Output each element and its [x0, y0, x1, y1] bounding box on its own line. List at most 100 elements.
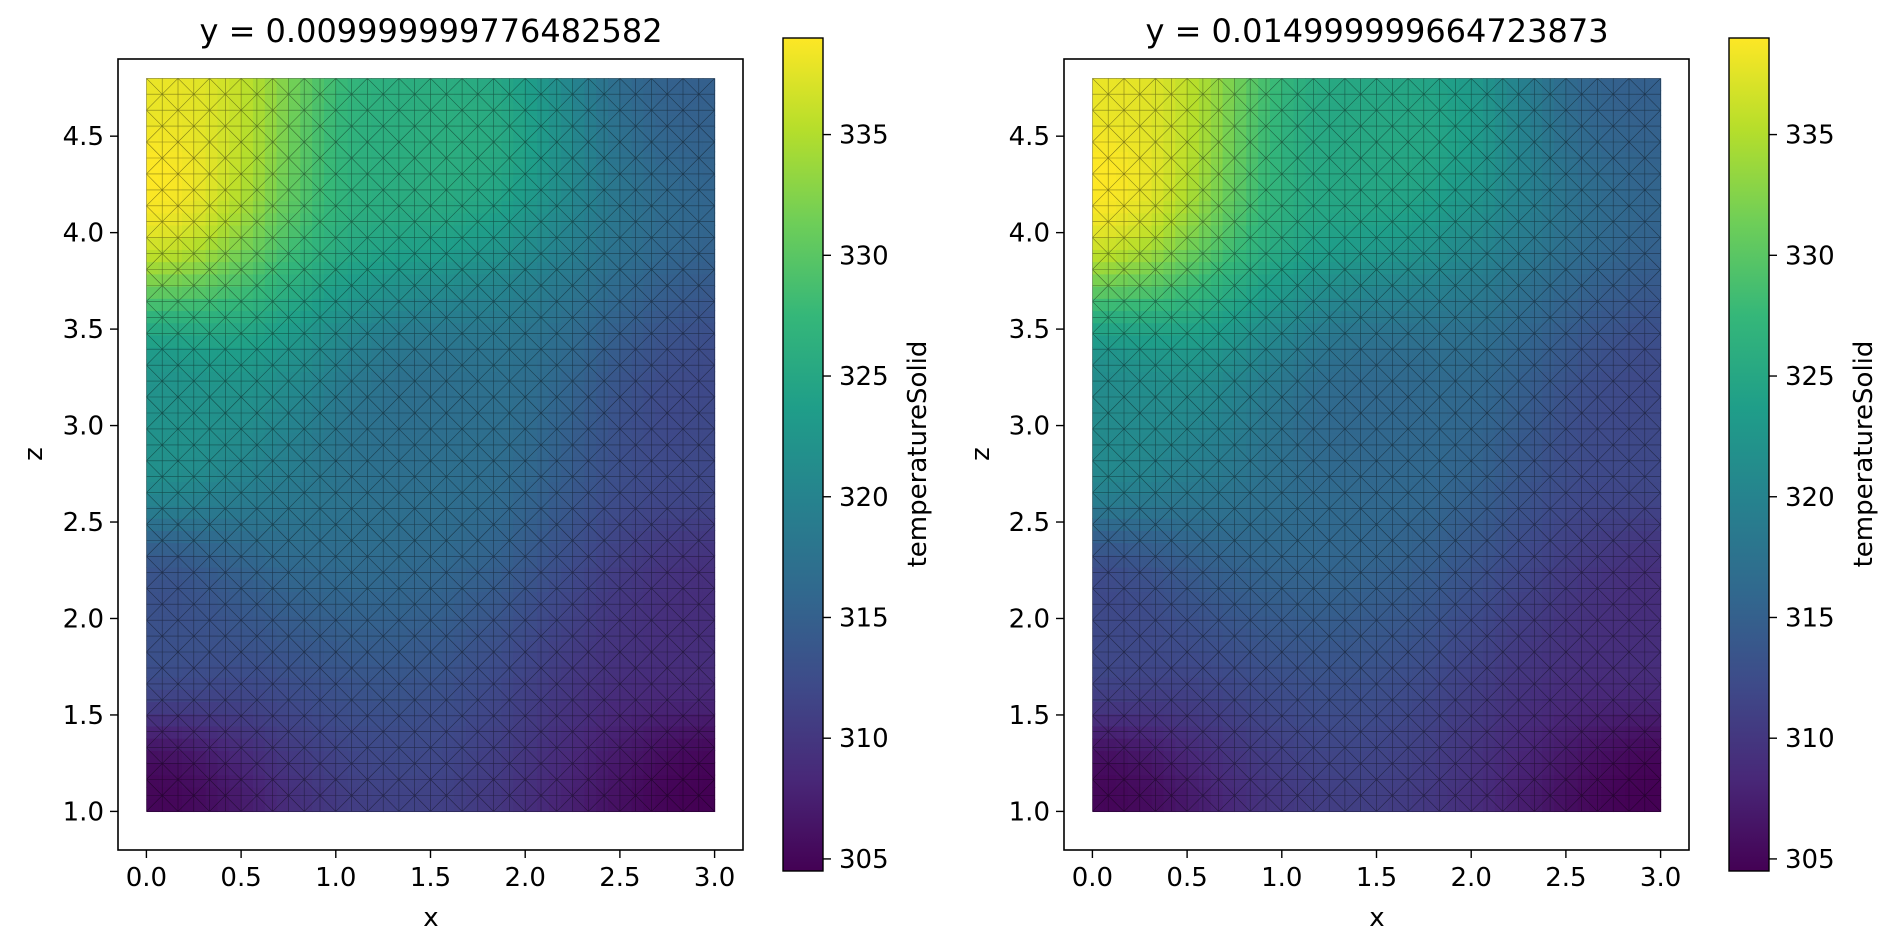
- heat-cell: [572, 432, 585, 446]
- heat-cell: [1116, 786, 1129, 800]
- heat-cell: [1281, 530, 1295, 544]
- heat-cell: [690, 628, 704, 641]
- heat-cell: [1388, 383, 1401, 397]
- heat-cell: [537, 579, 550, 593]
- heat-cell: [1175, 176, 1188, 189]
- heat-cell: [181, 652, 195, 666]
- heat-cell: [181, 249, 195, 263]
- heat-cell: [584, 200, 597, 214]
- heat-cell: [655, 615, 668, 629]
- heat-cell: [371, 127, 384, 140]
- heat-cell: [631, 249, 645, 263]
- heat-cell: [1116, 249, 1129, 263]
- heat-cell: [1163, 163, 1176, 177]
- heat-cell: [1269, 713, 1283, 727]
- heat-cell: [1483, 738, 1496, 751]
- heat-cell: [383, 78, 396, 92]
- heat-cell: [643, 322, 657, 336]
- heat-cell: [1423, 738, 1437, 751]
- heat-cell: [702, 371, 716, 385]
- heat-cell: [229, 224, 242, 238]
- heat-cell: [205, 212, 219, 226]
- heat-cell: [501, 420, 514, 434]
- heat-cell: [1376, 347, 1389, 360]
- heat-cell: [359, 176, 372, 189]
- heat-cell: [489, 151, 503, 165]
- heat-cell: [1281, 78, 1295, 92]
- heat-cell: [252, 615, 266, 629]
- heat-cell: [1447, 90, 1460, 104]
- heat-cell: [608, 114, 621, 128]
- heat-cell: [158, 628, 171, 641]
- heat-cell: [466, 114, 479, 128]
- heat-cell: [1281, 640, 1295, 654]
- heat-cell: [1435, 469, 1449, 483]
- heat-cell: [1412, 224, 1425, 238]
- heat-cell: [489, 90, 503, 104]
- heat-cell: [1281, 371, 1295, 385]
- heat-cell: [1198, 530, 1212, 544]
- heat-cell: [217, 139, 230, 153]
- heat-cell: [264, 530, 278, 544]
- heat-cell: [1423, 677, 1437, 690]
- heat-cell: [560, 628, 574, 641]
- heat-cell: [679, 383, 692, 397]
- heat-cell: [1104, 677, 1117, 690]
- heat-cell: [312, 457, 325, 470]
- heat-cell: [1269, 273, 1283, 287]
- heat-cell: [1364, 481, 1378, 495]
- heat-cell: [158, 677, 171, 690]
- heat-cell: [1187, 322, 1200, 336]
- heat-cell: [394, 713, 408, 727]
- heat-cell: [690, 273, 704, 287]
- heat-cell: [1447, 652, 1460, 666]
- heat-cell: [1269, 481, 1283, 495]
- heat-cell: [584, 640, 597, 654]
- heat-cell: [1269, 139, 1283, 153]
- heat-cell: [466, 127, 479, 140]
- heat-cell: [690, 786, 704, 800]
- heat-cell: [1187, 762, 1200, 776]
- heat-cell: [1175, 469, 1188, 483]
- heat-cell: [1412, 542, 1425, 556]
- heat-cell: [1435, 273, 1449, 287]
- heat-cell: [300, 127, 313, 140]
- heat-cell: [1364, 518, 1378, 531]
- heat-cell: [1246, 713, 1259, 727]
- heat-cell: [631, 322, 645, 336]
- heat-cell: [513, 78, 526, 92]
- heat-cell: [1376, 689, 1389, 703]
- heat-cell: [1352, 127, 1366, 140]
- heat-cell: [406, 163, 420, 177]
- heat-cell: [1104, 725, 1117, 739]
- heat-cell: [560, 163, 574, 177]
- heat-cell: [312, 395, 325, 409]
- heat-cell: [1459, 78, 1472, 92]
- heat-cell: [1376, 457, 1389, 470]
- heat-cell: [276, 261, 290, 275]
- heat-cell: [1364, 102, 1378, 116]
- heat-cell: [1400, 151, 1413, 165]
- heat-cell: [1435, 738, 1449, 751]
- heat-cell: [264, 628, 278, 641]
- heat-cell: [335, 457, 349, 470]
- heat-cell: [1234, 738, 1247, 751]
- heat-cell: [1340, 212, 1354, 226]
- heat-cell: [264, 432, 278, 446]
- heat-cell: [394, 408, 408, 422]
- heat-cell: [619, 237, 633, 250]
- heat-cell: [1187, 701, 1200, 715]
- heat-cell: [537, 738, 550, 751]
- heat-cell: [1175, 188, 1188, 202]
- heat-cell: [264, 469, 278, 483]
- heat-cell: [394, 457, 408, 470]
- heat-cell: [394, 420, 408, 434]
- heat-cell: [264, 163, 278, 177]
- heat-cell: [252, 554, 266, 568]
- heat-cell: [501, 273, 514, 287]
- heat-cell: [655, 518, 668, 531]
- heat-cell: [1210, 298, 1224, 312]
- colorbar-tick-label: 335: [839, 121, 889, 151]
- heat-cell: [229, 713, 242, 727]
- heat-cell: [1222, 677, 1236, 690]
